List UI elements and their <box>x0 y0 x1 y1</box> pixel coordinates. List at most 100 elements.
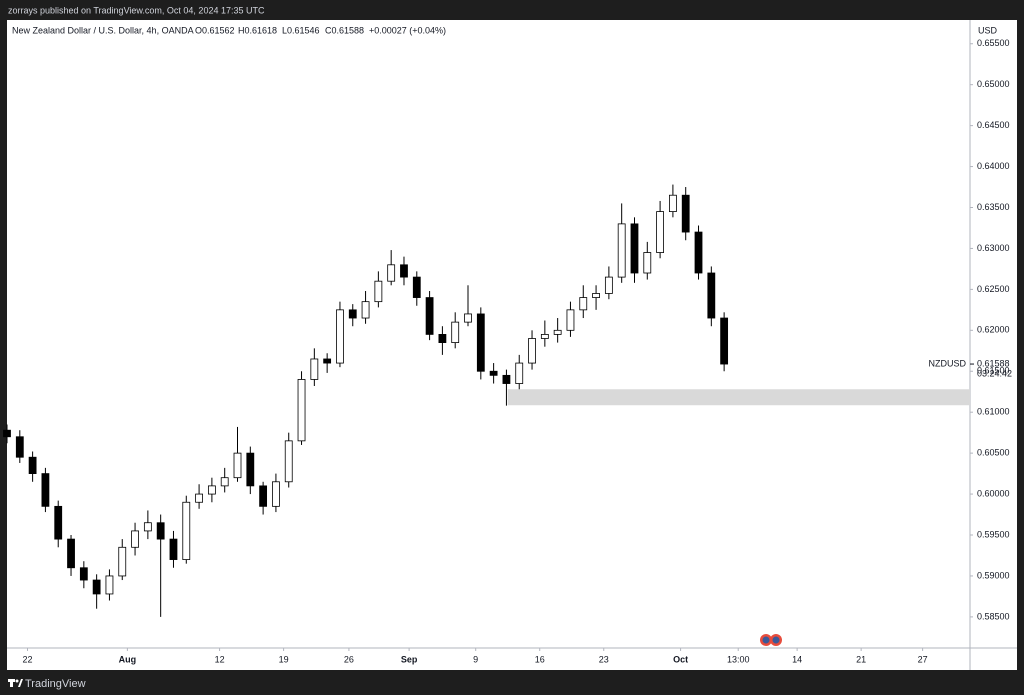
candle-body <box>143 522 152 532</box>
candle-body <box>694 231 703 274</box>
x-tick-label: 22 <box>22 654 32 664</box>
candle-body <box>220 477 229 487</box>
tv-logo <box>8 679 23 687</box>
candle-body <box>156 522 165 540</box>
candle-body <box>438 334 447 343</box>
x-tick-label: 21 <box>856 654 866 664</box>
candle-body <box>272 481 280 507</box>
x-tick-label: 16 <box>535 654 545 664</box>
candle-body <box>579 297 588 311</box>
y-tick-label: 0.62500 <box>977 284 1010 294</box>
candle-body <box>451 321 460 343</box>
y-tick-label: 0.62000 <box>977 325 1010 335</box>
candle-body <box>3 429 11 438</box>
candle-body <box>67 538 75 569</box>
candle-body <box>233 452 242 479</box>
y-tick-label: 0.60500 <box>977 448 1010 458</box>
ticker-label: NZDUSD <box>929 358 967 368</box>
x-tick-label: 9 <box>473 654 478 664</box>
candle-body <box>604 276 613 294</box>
legend-open: O0.61562 <box>195 25 235 35</box>
candle-body <box>681 194 690 233</box>
candle-body <box>169 538 178 560</box>
candle-body <box>195 493 203 503</box>
candle-body <box>643 252 652 274</box>
x-tick-label: 19 <box>279 654 289 664</box>
y-tick-label: 0.58500 <box>977 611 1010 621</box>
candle-body <box>656 211 664 253</box>
y-tick-label: 0.65000 <box>977 79 1010 89</box>
candle-body <box>259 485 268 507</box>
countdown: 03:24:42 <box>977 368 1012 378</box>
candle-body <box>54 505 63 540</box>
x-tick-label: 23 <box>599 654 609 664</box>
candle-body <box>361 301 370 319</box>
legend-close: C0.61588 <box>325 25 364 35</box>
candle-body <box>348 309 357 319</box>
candle-body <box>15 436 24 458</box>
candle-body <box>617 223 626 278</box>
brand: TradingView <box>25 678 86 690</box>
candle-body <box>246 452 255 487</box>
candle-body <box>28 456 37 475</box>
candle-body <box>515 362 524 384</box>
x-tick-label: 14 <box>792 654 802 664</box>
candle-body <box>720 317 729 365</box>
x-tick-label: 12 <box>215 654 225 664</box>
candle-body <box>553 329 562 335</box>
candle-body <box>566 309 575 331</box>
x-tick-label: 27 <box>918 654 928 664</box>
last-price-label: 0.61588 <box>977 358 1010 368</box>
candle-body <box>476 313 485 372</box>
candle-body <box>425 297 434 335</box>
candle-body <box>412 276 421 298</box>
y-tick-label: 0.65500 <box>977 38 1010 48</box>
candle-body <box>297 379 306 442</box>
candle-body <box>374 280 383 303</box>
candle-body <box>464 313 472 323</box>
chart-panel <box>7 20 1017 670</box>
candle-body <box>528 338 536 364</box>
candle-body <box>118 546 127 577</box>
candle-body <box>400 264 408 278</box>
candle-body <box>387 264 396 282</box>
candle-body <box>182 501 191 560</box>
legend-high: H0.61618 <box>238 25 277 35</box>
y-tick-label: 0.64500 <box>977 120 1010 130</box>
demand-zone <box>507 389 970 406</box>
candle-body <box>502 374 511 384</box>
y-tick-label: 0.59000 <box>977 570 1010 580</box>
candle-body <box>323 358 332 364</box>
candle-body <box>540 334 549 339</box>
legend-change: +0.00027 (+0.04%) <box>369 25 446 35</box>
candle-body <box>41 473 50 507</box>
candle-body <box>489 370 498 376</box>
candle-body <box>284 440 293 483</box>
legend-symbol: New Zealand Dollar / U.S. Dollar, 4h, OA… <box>12 25 194 35</box>
y-tick-label: 0.61500 <box>977 366 1010 376</box>
candle-body <box>336 309 344 364</box>
candle-body <box>105 575 114 595</box>
candle-body <box>92 579 101 595</box>
legend-low: L0.61546 <box>282 25 320 35</box>
x-tick-label: 26 <box>344 654 354 664</box>
x-tick-label: Sep <box>401 654 418 664</box>
y-tick-label: 0.61000 <box>977 407 1010 417</box>
candle-body <box>207 485 216 495</box>
publisher: zorrays published on TradingView.com, Oc… <box>8 5 265 15</box>
y-tick-label: 0.63500 <box>977 202 1010 212</box>
candle-body <box>630 223 639 274</box>
candle-body <box>592 293 600 298</box>
currency: USD <box>978 25 998 35</box>
candle-body <box>131 530 139 548</box>
candle-body <box>310 358 319 380</box>
y-tick-label: 0.59500 <box>977 529 1010 539</box>
x-tick-label: 13:00 <box>727 654 750 664</box>
candle-body <box>707 272 716 319</box>
candle-body <box>79 567 88 581</box>
y-tick-label: 0.64000 <box>977 161 1010 171</box>
y-tick-label: 0.63000 <box>977 243 1010 253</box>
y-tick-label: 0.60000 <box>977 488 1010 498</box>
